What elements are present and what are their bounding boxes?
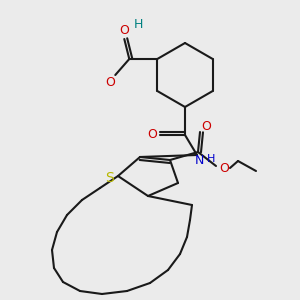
Text: S: S: [106, 171, 114, 185]
Text: O: O: [119, 23, 129, 37]
Text: H: H: [134, 19, 143, 32]
Text: H: H: [207, 154, 215, 164]
Text: N: N: [194, 154, 204, 166]
Text: O: O: [147, 128, 157, 142]
Text: O: O: [219, 163, 229, 176]
Text: O: O: [201, 121, 211, 134]
Text: O: O: [105, 76, 115, 89]
